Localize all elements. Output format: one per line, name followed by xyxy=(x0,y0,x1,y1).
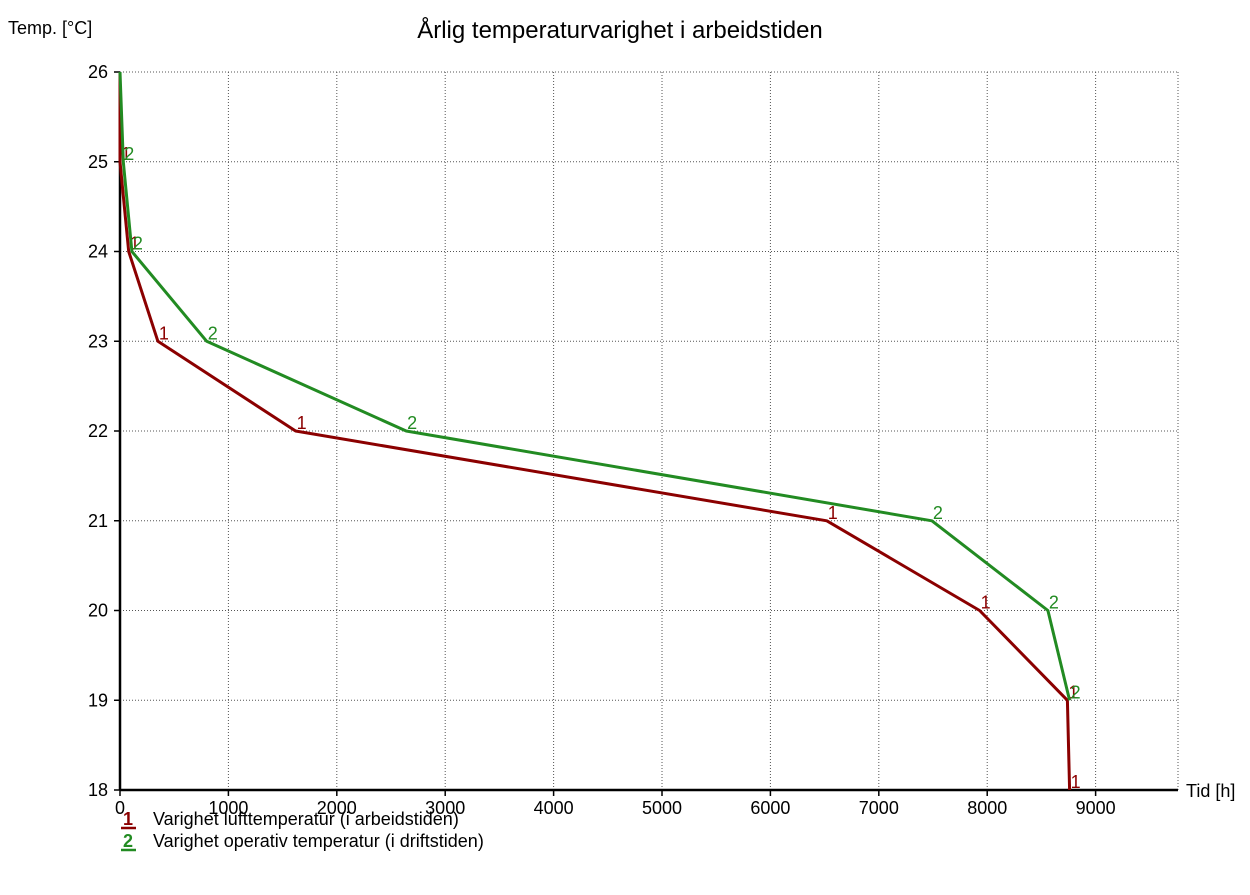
x-tick-label: 3000 xyxy=(425,798,465,818)
series-line-2 xyxy=(118,71,1072,701)
y-tick-label: 18 xyxy=(88,780,108,800)
x-tick-label: 9000 xyxy=(1076,798,1116,818)
y-tick-label: 19 xyxy=(88,690,108,710)
x-tick-label: 1000 xyxy=(208,798,248,818)
grid xyxy=(120,71,1179,790)
y-tick-label: 22 xyxy=(88,421,108,441)
chart-title: Årlig temperaturvarighet i arbeidstiden xyxy=(417,16,823,44)
x-tick-label: 2000 xyxy=(317,798,357,818)
y-tick-label: 20 xyxy=(88,601,108,621)
legend-label: Varighet lufttemperatur (i arbeidstiden) xyxy=(153,809,459,829)
data-point-marker: 1 xyxy=(130,234,140,254)
data-point-marker: 2 xyxy=(407,413,417,433)
data-point-marker: 2 xyxy=(1071,682,1081,702)
data-point-marker: 1 xyxy=(121,144,131,164)
x-tick-label: 0 xyxy=(115,798,125,818)
legend: 1 Varighet lufttemperatur (i arbeidstiden… xyxy=(121,809,484,852)
series-1: 1 1 1 1 1 1 1 1 xyxy=(118,72,1081,792)
y-tick-label: 26 xyxy=(88,62,108,82)
data-point-marker: 2 xyxy=(133,234,143,254)
legend-label: Varighet operativ temperatur (i driftsti… xyxy=(153,831,484,851)
data-point-marker: 1 xyxy=(828,503,838,523)
data-point-marker: 1 xyxy=(297,413,307,433)
series-line-1 xyxy=(118,72,1072,791)
data-point-marker: 1 xyxy=(1068,682,1078,702)
data-point-marker: 2 xyxy=(208,323,218,343)
legend-marker: 2 xyxy=(123,831,133,851)
y-tick-label: 21 xyxy=(88,511,108,531)
x-tick-label: 7000 xyxy=(859,798,899,818)
y-axis-label: Temp. [°C] xyxy=(8,18,92,38)
y-tick-label: 23 xyxy=(88,331,108,351)
y-tick-label: 25 xyxy=(88,152,108,172)
data-point-marker: 1 xyxy=(981,593,991,613)
x-tick-label: 4000 xyxy=(534,798,574,818)
x-axis-label: Tid [h] xyxy=(1186,781,1235,801)
series-2: 2 2 2 2 2 2 2 xyxy=(118,71,1081,702)
y-tick-label: 24 xyxy=(88,242,108,262)
data-point-marker: 2 xyxy=(933,503,943,523)
legend-item: 2 Varighet operativ temperatur (i driftst… xyxy=(121,831,484,852)
data-point-marker: 2 xyxy=(1049,593,1059,613)
x-tick-label: 5000 xyxy=(642,798,682,818)
legend-item: 1 Varighet lufttemperatur (i arbeidstiden… xyxy=(121,809,459,830)
axes xyxy=(114,71,1178,796)
x-tick-label: 8000 xyxy=(967,798,1007,818)
data-point-marker: 1 xyxy=(159,323,169,343)
legend-marker: 1 xyxy=(123,809,133,829)
data-point-marker: 2 xyxy=(124,144,134,164)
data-point-marker: 1 xyxy=(1071,772,1081,792)
x-tick-label: 6000 xyxy=(750,798,790,818)
